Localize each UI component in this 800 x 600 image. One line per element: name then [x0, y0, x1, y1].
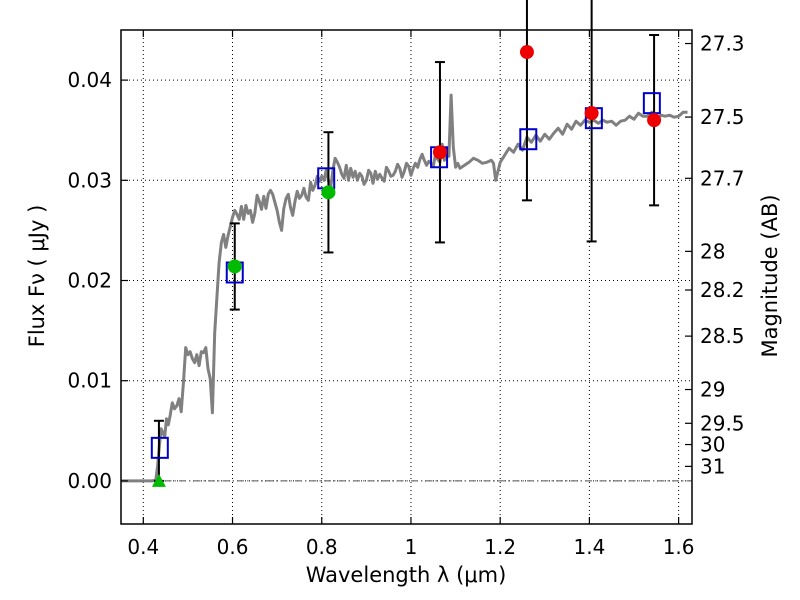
y-tick-label: 0.04 — [67, 68, 112, 92]
magnitude-tick-label: 28.2 — [700, 278, 745, 302]
model-box — [519, 128, 538, 151]
x-tick-label: 1.6 — [663, 535, 695, 559]
model-box — [150, 436, 169, 459]
y-tick-label: 0.00 — [67, 469, 112, 493]
x-tick-label: 1.4 — [573, 535, 605, 559]
magnitude-tick-label: 27.3 — [700, 32, 745, 56]
model-boxes — [150, 92, 661, 459]
x-axis-title: Wavelength λ (μm) — [306, 563, 507, 587]
x-tick-label: 0.6 — [217, 535, 249, 559]
x-tick-label: 1 — [405, 535, 418, 559]
magnitude-tick-label: 29 — [700, 378, 725, 402]
data-points — [151, 45, 662, 487]
y-tick-label: 0.01 — [67, 369, 112, 393]
magnitude-tick-label: 28 — [700, 239, 725, 263]
x-ticks: 0.4 0.6 0.8 1 1.2 1.4 1.6 — [127, 30, 695, 559]
x-tick-label: 1.2 — [484, 535, 516, 559]
y-tick-label: 0.03 — [67, 168, 112, 192]
error-bars — [153, 0, 660, 482]
data-point — [519, 45, 534, 60]
upper-limit-point — [151, 473, 166, 487]
data-point — [321, 185, 336, 200]
data-point — [647, 113, 662, 128]
magnitude-tick-label: 27.5 — [700, 105, 745, 129]
y-axis-title: Flux Fν ( μJy ) — [25, 205, 49, 348]
spectrum-line — [121, 93, 688, 483]
data-point — [584, 106, 599, 121]
model-box — [642, 92, 661, 115]
data-point — [432, 145, 447, 160]
y-ticks: 0.00 0.01 0.02 0.03 0.04 — [67, 68, 128, 493]
plot-frame — [120, 29, 693, 525]
data-point — [227, 259, 242, 274]
y-axis-right-title: Magnitude (AB) — [758, 194, 782, 357]
magnitude-tick-label: 30 — [700, 433, 725, 457]
magnitude-tick-label: 28.5 — [700, 324, 745, 348]
magnitude-tick-label: 29.5 — [700, 411, 745, 435]
y-tick-label: 0.02 — [67, 269, 112, 293]
x-tick-label: 0.4 — [127, 535, 159, 559]
magnitude-tick-label: 31 — [700, 454, 725, 478]
grid — [121, 30, 692, 524]
magnitude-tick-label: 27.7 — [700, 166, 745, 190]
x-tick-label: 0.8 — [306, 535, 338, 559]
